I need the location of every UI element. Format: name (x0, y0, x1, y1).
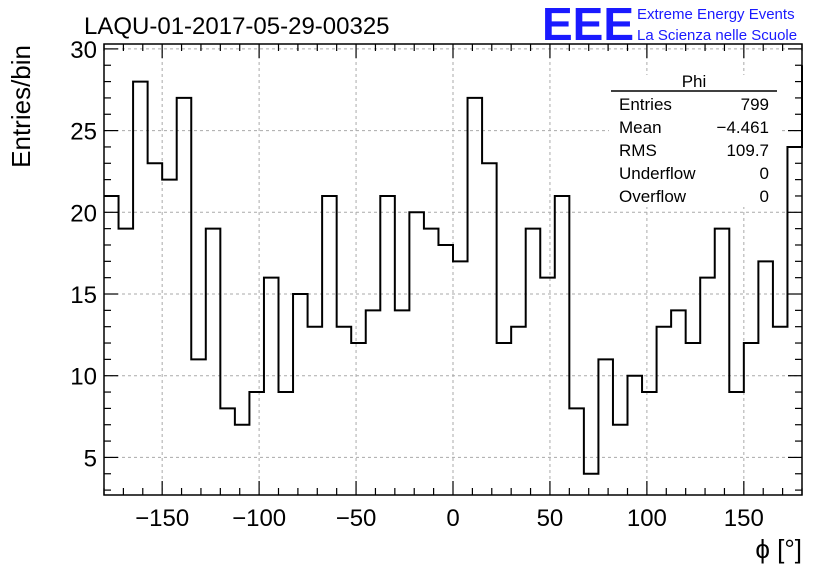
histogram-bin (337, 327, 352, 495)
histogram-bin (249, 392, 264, 495)
histogram-bin (206, 229, 221, 495)
histogram-bin (264, 278, 279, 495)
histogram-bin (787, 147, 802, 495)
histogram-bin (511, 327, 526, 495)
stats-box: Phi Entries 799 Mean −4.461 RMS 109.7 Underflo… (609, 72, 779, 207)
histogram-bin (569, 408, 584, 495)
histogram-bin (424, 229, 439, 495)
eee-logo-line1: Extreme Energy Events (637, 6, 795, 23)
histogram-bin (322, 196, 337, 495)
tick-labels: −150 −100 −50 0 50 100 150 5 10 15 20 25 30 (70, 37, 764, 532)
x-tick-label: 100 (627, 505, 667, 532)
histogram-bin (351, 343, 366, 495)
histogram-bin (613, 425, 628, 495)
stats-title: Phi (682, 72, 707, 91)
histogram-bin (177, 98, 192, 495)
histogram-bin (235, 425, 250, 495)
histogram-bin (293, 294, 308, 495)
histogram-bin (598, 359, 613, 495)
histogram-bin (191, 359, 206, 495)
y-tick-label: 30 (70, 37, 97, 64)
histogram-bin (715, 229, 730, 495)
histogram-bin (628, 376, 643, 495)
histogram-bin (555, 196, 570, 495)
y-axis-label: Entries/bin (6, 45, 36, 168)
histogram-bin (686, 343, 701, 495)
x-tick-label: −150 (135, 505, 189, 532)
histogram-bin (148, 163, 163, 495)
stats-value: −4.461 (717, 118, 769, 137)
histogram-bin (773, 327, 788, 495)
histogram-bin (395, 310, 410, 495)
plot-title: LAQU-01-2017-05-29-00325 (84, 13, 390, 40)
histogram-bin (162, 180, 177, 495)
y-tick-label: 25 (70, 119, 97, 146)
histogram-bin (308, 327, 323, 495)
histogram-bins (104, 65, 803, 495)
eee-logo-line2: La Scienza nelle Scuole (637, 27, 797, 44)
stats-value: 799 (741, 95, 769, 114)
x-tick-label: −50 (336, 505, 377, 532)
histogram-bin (409, 212, 424, 495)
histogram-bin (657, 327, 672, 495)
stats-value: 0 (760, 164, 769, 183)
histogram-bin (119, 229, 134, 495)
histogram-bin (380, 196, 395, 495)
histogram-outline (104, 65, 803, 475)
stats-label: Entries (619, 95, 672, 114)
stats-label: Underflow (619, 164, 696, 183)
histogram-bin (366, 310, 381, 495)
x-tick-label: 0 (446, 505, 459, 532)
stats-label: Mean (619, 118, 662, 137)
x-tick-label: −100 (232, 505, 286, 532)
stats-value: 109.7 (726, 141, 769, 160)
histogram-bin (744, 343, 759, 495)
histogram-bin (468, 98, 483, 495)
stats-label: Overflow (619, 187, 687, 206)
histogram-bin (526, 229, 541, 495)
histogram-bin (220, 408, 235, 495)
x-tick-label: 50 (537, 505, 564, 532)
eee-logo-mark: EEE (542, 0, 634, 50)
stats-label: RMS (619, 141, 657, 160)
histogram-bin (482, 163, 497, 495)
stats-box-background (609, 75, 779, 207)
histogram-bin (540, 278, 555, 495)
histogram-bin (700, 278, 715, 495)
histogram-bin (729, 392, 744, 495)
x-axis-label: ϕ [°] (755, 534, 802, 564)
y-tick-label: 5 (84, 445, 97, 472)
histogram-bin (438, 245, 453, 495)
eee-logo: EEE Extreme Energy Events La Scienza nel… (542, 0, 797, 50)
histogram-bin (104, 196, 119, 495)
histogram-bin (758, 261, 773, 495)
y-tick-label: 20 (70, 200, 97, 227)
histogram-bin (642, 392, 657, 495)
stats-value: 0 (760, 187, 769, 206)
y-tick-label: 15 (70, 282, 97, 309)
histogram-bin (279, 392, 294, 495)
histogram-bin (133, 82, 148, 495)
histogram-bin (497, 343, 512, 495)
histogram-bin (671, 310, 686, 495)
histogram-bin (453, 261, 468, 495)
x-tick-label: 150 (724, 505, 764, 532)
y-tick-label: 10 (70, 364, 97, 391)
histogram-bin (584, 474, 599, 495)
